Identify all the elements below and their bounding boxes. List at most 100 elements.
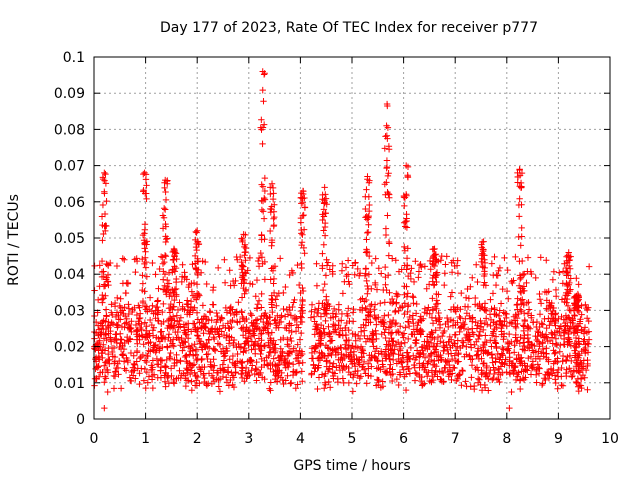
data-point [188, 378, 195, 385]
data-point [122, 312, 129, 320]
data-point [526, 345, 533, 352]
data-point [421, 263, 429, 270]
data-point [272, 375, 279, 383]
data-point [438, 378, 446, 385]
data-point [143, 368, 151, 376]
data-point [554, 355, 561, 362]
data-point [362, 296, 370, 304]
data-point [229, 352, 237, 360]
data-point [141, 319, 149, 326]
data-point [448, 289, 456, 296]
data-point [383, 132, 391, 139]
data-point [397, 322, 404, 330]
data-point [143, 352, 151, 360]
data-point [381, 145, 388, 152]
data-point [383, 163, 391, 171]
y-tick-label: 0.06 [54, 195, 85, 211]
data-point [395, 329, 402, 336]
data-point [407, 344, 415, 352]
data-point [291, 296, 298, 304]
data-point [492, 281, 500, 289]
data-point [330, 360, 337, 367]
data-point [175, 324, 182, 331]
data-point [573, 275, 580, 282]
data-point [506, 354, 513, 361]
data-point [552, 286, 560, 294]
data-point [502, 356, 509, 363]
data-point [143, 238, 151, 245]
data-point [121, 365, 128, 372]
data-point [373, 376, 381, 383]
data-point [205, 370, 213, 377]
data-point [584, 386, 591, 393]
data-point [165, 334, 172, 341]
data-point [210, 284, 217, 291]
data-point [443, 253, 450, 260]
data-point [123, 354, 130, 362]
data-point [539, 339, 546, 346]
data-point [429, 361, 437, 369]
data-point [253, 316, 261, 323]
data-point [267, 365, 274, 373]
data-point [382, 225, 390, 232]
data-point [176, 299, 183, 306]
data-point [194, 355, 201, 363]
data-point [338, 317, 345, 324]
data-point [539, 380, 546, 387]
data-point [157, 356, 165, 364]
data-point [154, 343, 162, 351]
data-point [387, 371, 395, 379]
data-point [259, 260, 266, 267]
data-point [454, 270, 462, 277]
data-point [364, 282, 371, 290]
data-point [218, 315, 226, 322]
data-point [357, 373, 365, 380]
data-point [117, 385, 125, 392]
data-point [561, 329, 568, 337]
data-point [120, 358, 128, 365]
data-point [271, 201, 278, 208]
data-point [325, 330, 333, 337]
data-point [497, 300, 505, 307]
data-point [161, 252, 169, 259]
data-point [415, 268, 423, 275]
data-point [503, 322, 510, 330]
data-point [124, 324, 132, 331]
data-point [456, 324, 464, 332]
data-point [238, 274, 246, 281]
data-point [114, 322, 122, 329]
data-point [513, 355, 520, 362]
data-point [229, 359, 237, 366]
data-point [382, 231, 390, 239]
data-point [229, 306, 236, 313]
data-point [480, 238, 487, 245]
data-point [581, 374, 588, 381]
data-point [432, 327, 439, 334]
data-point [411, 356, 419, 364]
data-point [452, 321, 459, 329]
data-point [523, 279, 530, 287]
data-point [314, 385, 321, 393]
data-point [137, 353, 145, 361]
data-point [136, 314, 144, 322]
data-point [520, 335, 528, 342]
y-tick-label: 0.03 [54, 303, 85, 319]
data-point [248, 346, 255, 353]
data-point [443, 341, 450, 349]
data-point [165, 280, 173, 287]
data-point [363, 380, 370, 387]
data-point [393, 293, 401, 300]
data-point [215, 383, 222, 390]
data-point [292, 327, 300, 335]
data-point [227, 318, 234, 326]
data-point [110, 385, 118, 392]
data-point [472, 319, 479, 326]
data-point [496, 317, 503, 325]
data-point [308, 349, 316, 357]
data-point [550, 347, 557, 354]
data-point [265, 339, 272, 346]
data-point [310, 362, 317, 369]
data-point [289, 303, 296, 311]
data-point [335, 306, 342, 313]
data-point [345, 352, 352, 360]
